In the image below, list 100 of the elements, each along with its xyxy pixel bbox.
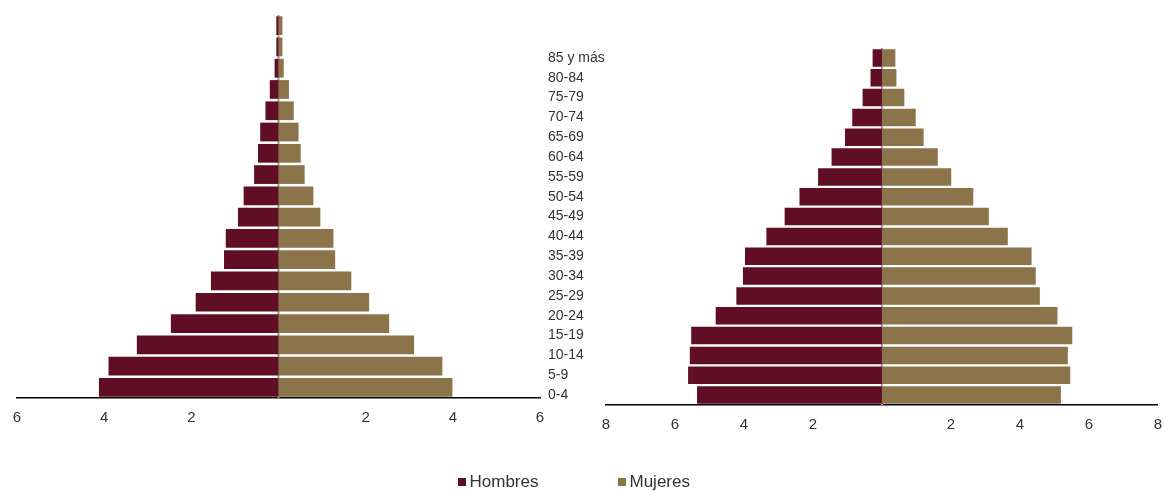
- bar: [278, 292, 370, 312]
- x-tick-label: 2: [361, 408, 370, 426]
- bar: [862, 88, 882, 107]
- bar: [689, 346, 882, 365]
- bar: [852, 108, 882, 127]
- x-tick-label: 8: [601, 415, 611, 433]
- bar: [881, 267, 1036, 285]
- bar: [278, 101, 294, 121]
- bar: [881, 366, 1071, 384]
- y-tick-label: 10-14: [548, 346, 585, 363]
- x-tick-label: 2: [808, 415, 818, 433]
- x-tick-label: 4: [99, 408, 109, 426]
- x-tick-label: 6: [1084, 415, 1094, 433]
- bar: [258, 143, 279, 163]
- bar: [831, 148, 882, 166]
- x-tick-label: 4: [1015, 415, 1025, 433]
- y-tick-label: 50-54: [548, 187, 585, 204]
- bar: [274, 58, 279, 78]
- bar: [881, 49, 896, 67]
- bar: [881, 88, 905, 107]
- bar: [278, 335, 415, 355]
- y-tick-label: 75-79: [548, 88, 585, 105]
- bar: [881, 346, 1068, 365]
- bar: [278, 314, 390, 333]
- bar: [98, 378, 279, 397]
- y-tick-label: 85 y más: [548, 48, 605, 65]
- x-tick-label: 4: [448, 408, 458, 426]
- y-tick-label: 15-19: [548, 326, 585, 343]
- bar: [870, 69, 882, 87]
- bar: [744, 247, 882, 265]
- bar: [799, 188, 882, 206]
- bar: [136, 335, 279, 355]
- y-tick-label: 0-4: [548, 385, 569, 402]
- y-tick-label: 60-64: [548, 147, 585, 164]
- bar: [736, 287, 882, 305]
- bar: [691, 326, 882, 345]
- bar: [278, 186, 314, 206]
- x-tick-label: 6: [535, 408, 545, 426]
- y-tick-label: 45-49: [548, 207, 585, 224]
- bar: [278, 229, 334, 248]
- bar: [881, 287, 1040, 305]
- x-tick-label: 2: [946, 415, 956, 433]
- bar: [278, 122, 299, 142]
- legend-label: Hombres: [469, 472, 539, 491]
- bar: [276, 37, 279, 57]
- bar: [818, 168, 882, 186]
- bar: [872, 49, 882, 67]
- bar: [195, 292, 279, 312]
- y-tick-label: 20-24: [548, 306, 585, 323]
- bar: [278, 271, 352, 291]
- bar: [881, 69, 897, 87]
- bar: [688, 366, 882, 384]
- bar: [278, 58, 284, 78]
- y-tick-label: 70-74: [548, 108, 585, 125]
- bar: [276, 16, 279, 35]
- x-tick-label: 6: [12, 408, 22, 426]
- bar: [881, 207, 989, 226]
- bar: [881, 307, 1058, 325]
- bar: [265, 101, 279, 121]
- bar: [881, 326, 1073, 345]
- bar: [881, 148, 938, 166]
- bar: [210, 271, 279, 291]
- bar: [784, 207, 882, 226]
- bar: [225, 229, 279, 248]
- bar: [881, 227, 1008, 246]
- bar: [881, 168, 952, 186]
- x-tick-label: 4: [739, 415, 749, 433]
- bar: [260, 122, 279, 142]
- bar: [243, 186, 279, 206]
- bar: [237, 207, 279, 227]
- x-tick-label: 8: [1153, 415, 1162, 433]
- bar: [845, 128, 882, 146]
- y-tick-label: 40-44: [548, 227, 585, 244]
- y-tick-label: 5-9: [548, 366, 569, 383]
- y-tick-label: 35-39: [548, 247, 585, 264]
- y-tick-label: 55-59: [548, 167, 585, 184]
- bar: [278, 165, 305, 184]
- bar: [278, 207, 321, 227]
- bar: [881, 108, 916, 127]
- bar: [715, 307, 882, 325]
- bar: [254, 165, 279, 184]
- bar: [278, 80, 289, 99]
- bar: [742, 267, 882, 285]
- bar: [278, 143, 301, 163]
- bar: [278, 378, 453, 397]
- bar: [170, 314, 279, 333]
- bar: [108, 356, 279, 376]
- bar: [224, 250, 279, 270]
- y-tick-label: 30-34: [548, 266, 585, 283]
- x-tick-label: 2: [187, 408, 196, 426]
- bar: [881, 128, 924, 146]
- bar: [881, 188, 974, 206]
- bar: [278, 356, 443, 376]
- bar: [269, 80, 279, 99]
- y-tick-label: 25-29: [548, 286, 585, 303]
- x-tick-label: 6: [670, 415, 680, 433]
- legend-label: Mujeres: [629, 472, 690, 491]
- y-tick-label: 80-84: [548, 68, 585, 85]
- y-tick-label: 65-69: [548, 128, 585, 145]
- bar: [697, 386, 882, 404]
